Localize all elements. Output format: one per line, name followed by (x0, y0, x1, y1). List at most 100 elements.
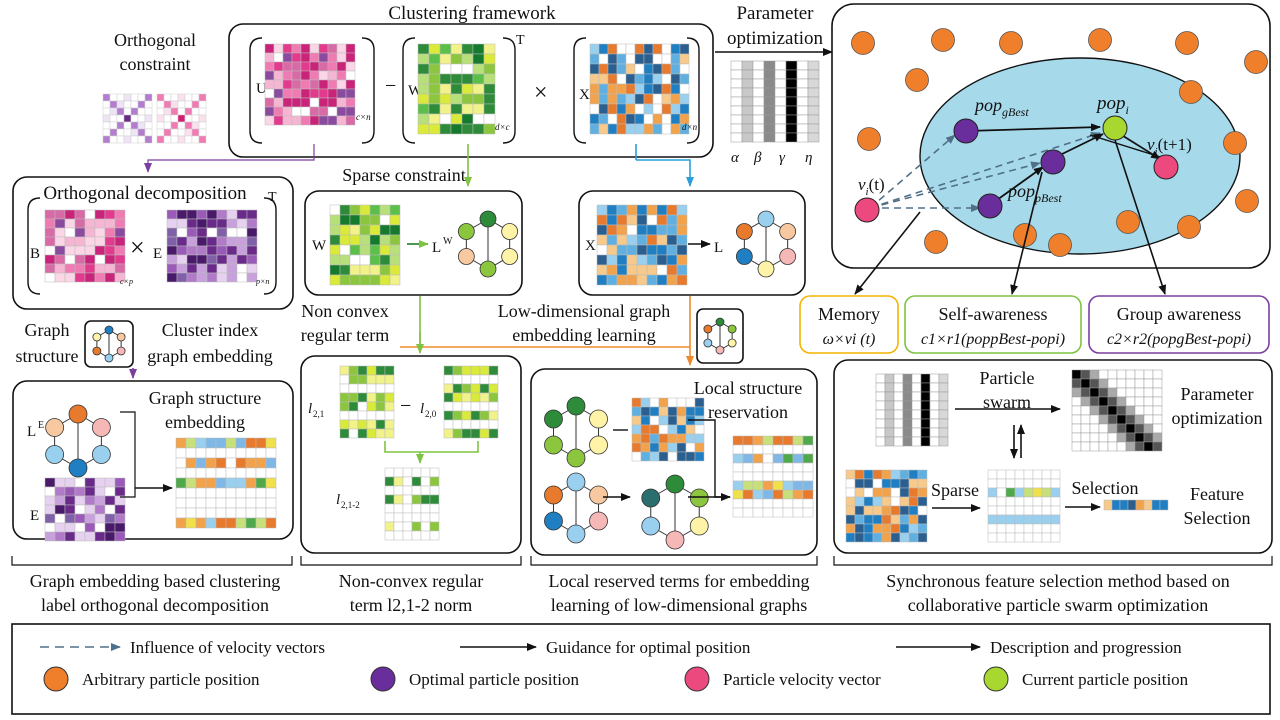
matrix-cell (607, 123, 618, 135)
graph-node (544, 409, 563, 429)
matrix-cell (732, 435, 744, 446)
matrix-cell (676, 224, 688, 236)
matrix-cell (1005, 469, 1016, 480)
e-dim: p×n (255, 277, 269, 286)
matrix-cell (1116, 423, 1127, 434)
matrix-cell (472, 83, 485, 95)
matrix-cell (156, 93, 165, 102)
matrix-cell (626, 234, 638, 246)
matrix-cell (872, 469, 883, 480)
graph-node (501, 248, 519, 265)
matrix-cell (679, 123, 690, 135)
matrix-cell (741, 96, 754, 107)
matrix-cell (359, 274, 371, 286)
matrix-cell (646, 234, 658, 246)
matrix-cell (318, 88, 329, 99)
w-right-bracket (502, 37, 516, 144)
matrix-cell (206, 272, 218, 283)
matrix-cell (429, 467, 440, 478)
matrix-cell (206, 218, 218, 229)
matrix-cell (920, 427, 931, 438)
matrix-cell (309, 88, 320, 99)
matrix-cell (752, 444, 764, 455)
matrix-cell (589, 43, 600, 55)
matrix-cell (854, 496, 865, 507)
gbest-label: popgBest (973, 95, 1029, 119)
matrix-cell (439, 123, 452, 135)
matrix-cell (658, 433, 669, 444)
matrix-cell (345, 97, 356, 108)
matrix-cell (589, 73, 600, 85)
matrix-cell (357, 374, 368, 385)
matrix-cell (884, 436, 895, 447)
matrix-cell (175, 497, 187, 509)
matrix-cell (1127, 499, 1137, 511)
matrix-cell (300, 106, 311, 117)
gse-output-matrix (175, 437, 277, 529)
matrix-cell (411, 530, 422, 541)
matrix-cell (643, 63, 654, 75)
matrix-cell (375, 374, 386, 385)
matrix-cell (616, 224, 628, 236)
matrix-cell (881, 478, 892, 489)
matrix-cell (198, 100, 207, 109)
matrix-cell (606, 274, 618, 286)
matrix-cell (166, 236, 178, 247)
matrix-cell (845, 523, 856, 534)
matrix-cell (428, 53, 441, 65)
matrix-cell (1098, 405, 1109, 416)
matrix-cell (596, 254, 608, 266)
matrix-cell (893, 373, 904, 384)
matrix-cell (649, 451, 660, 462)
matrix-cell (226, 254, 238, 265)
matrix-cell (186, 245, 198, 256)
u-dim: c×n (356, 112, 371, 122)
matrix-cell (596, 274, 608, 286)
matrix-cell (908, 478, 919, 489)
matrix-cell (782, 480, 794, 491)
matrix-cell (911, 436, 922, 447)
matrix-cell (1041, 496, 1052, 507)
matrix-cell (741, 114, 754, 125)
matrix-cell (752, 498, 764, 509)
matrix-cell (114, 477, 126, 488)
matrix-cell (636, 204, 648, 216)
w-matrix (417, 43, 496, 135)
matrix-cell (634, 63, 645, 75)
matrix-cell (176, 227, 188, 238)
matrix-cell (872, 523, 883, 534)
matrix-cell (987, 523, 998, 534)
matrix-cell (890, 487, 901, 498)
matrix-cell (902, 382, 913, 393)
matrix-cell (1152, 441, 1163, 452)
matrix-cell (104, 245, 116, 256)
matrix-cell (206, 209, 218, 220)
matrix-cell (802, 471, 814, 482)
matrix-cell (636, 224, 648, 236)
matrix-cell (366, 419, 377, 430)
matrix-cell (1134, 414, 1145, 425)
matrix-cell (649, 442, 660, 453)
matrix-cell (170, 93, 179, 102)
matrix-cell (130, 135, 139, 144)
matrix-cell (1107, 423, 1118, 434)
matrix-cell (661, 63, 672, 75)
matrix-cell (1098, 432, 1109, 443)
matrix-cell (255, 517, 267, 529)
matrix-cell (890, 505, 901, 516)
matrix-cell (198, 121, 207, 130)
matrix-cell (345, 52, 356, 63)
matrix-cell (411, 494, 422, 505)
sparse-w-matrix (329, 204, 401, 286)
matrix-cell (607, 63, 618, 75)
legend-current: Current particle position (1022, 670, 1189, 689)
matrix-cell (634, 53, 645, 65)
matrix-cell (643, 43, 654, 55)
matrix-cell (872, 514, 883, 525)
velocity-particle (854, 197, 880, 223)
matrix-cell (186, 263, 198, 274)
matrix-cell (185, 457, 197, 469)
matrix-cell (379, 244, 391, 256)
matrix-cell (104, 254, 116, 265)
matrix-cell (450, 83, 463, 95)
